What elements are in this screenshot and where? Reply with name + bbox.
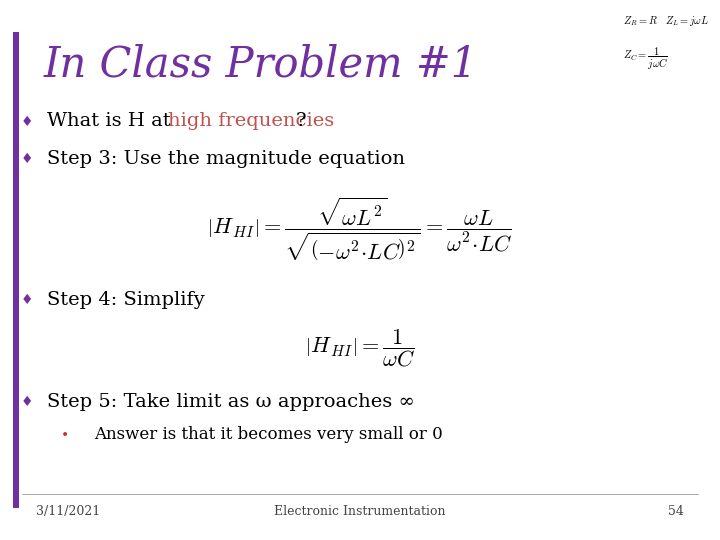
Text: $\left| H_{\,HI} \right| = \dfrac{1}{\omega C}$: $\left| H_{\,HI} \right| = \dfrac{1}{\om… (305, 327, 415, 369)
Text: Electronic Instrumentation: Electronic Instrumentation (274, 505, 446, 518)
Text: $Z_C = \dfrac{1}{j\omega C}$: $Z_C = \dfrac{1}{j\omega C}$ (623, 46, 668, 72)
Text: In Class Problem #1: In Class Problem #1 (43, 43, 477, 85)
Text: ♦: ♦ (21, 152, 34, 166)
Text: ♦: ♦ (21, 114, 34, 129)
Text: 3/11/2021: 3/11/2021 (36, 505, 100, 518)
Text: $Z_R = R \quad Z_L = j\omega L$: $Z_R = R \quad Z_L = j\omega L$ (623, 14, 709, 28)
Text: ♦: ♦ (21, 293, 34, 307)
Text: Answer is that it becomes very small or 0: Answer is that it becomes very small or … (94, 426, 442, 443)
Text: 54: 54 (668, 505, 684, 518)
Text: •: • (60, 428, 69, 442)
Text: $\left| H_{\,HI} \right| = \dfrac{\sqrt{\omega L^2}}{\sqrt{\left(-\omega^2\!\cdo: $\left| H_{\,HI} \right| = \dfrac{\sqrt{… (207, 195, 513, 264)
Text: high frequencies: high frequencies (168, 112, 334, 131)
Text: What is H at: What is H at (47, 112, 176, 131)
Text: Step 3: Use the magnitude equation: Step 3: Use the magnitude equation (47, 150, 405, 168)
Text: Step 4: Simplify: Step 4: Simplify (47, 291, 204, 309)
Text: ?: ? (296, 112, 307, 131)
Text: Step 5: Take limit as ω approaches ∞: Step 5: Take limit as ω approaches ∞ (47, 393, 415, 411)
FancyBboxPatch shape (13, 32, 19, 508)
Text: ♦: ♦ (21, 395, 34, 409)
